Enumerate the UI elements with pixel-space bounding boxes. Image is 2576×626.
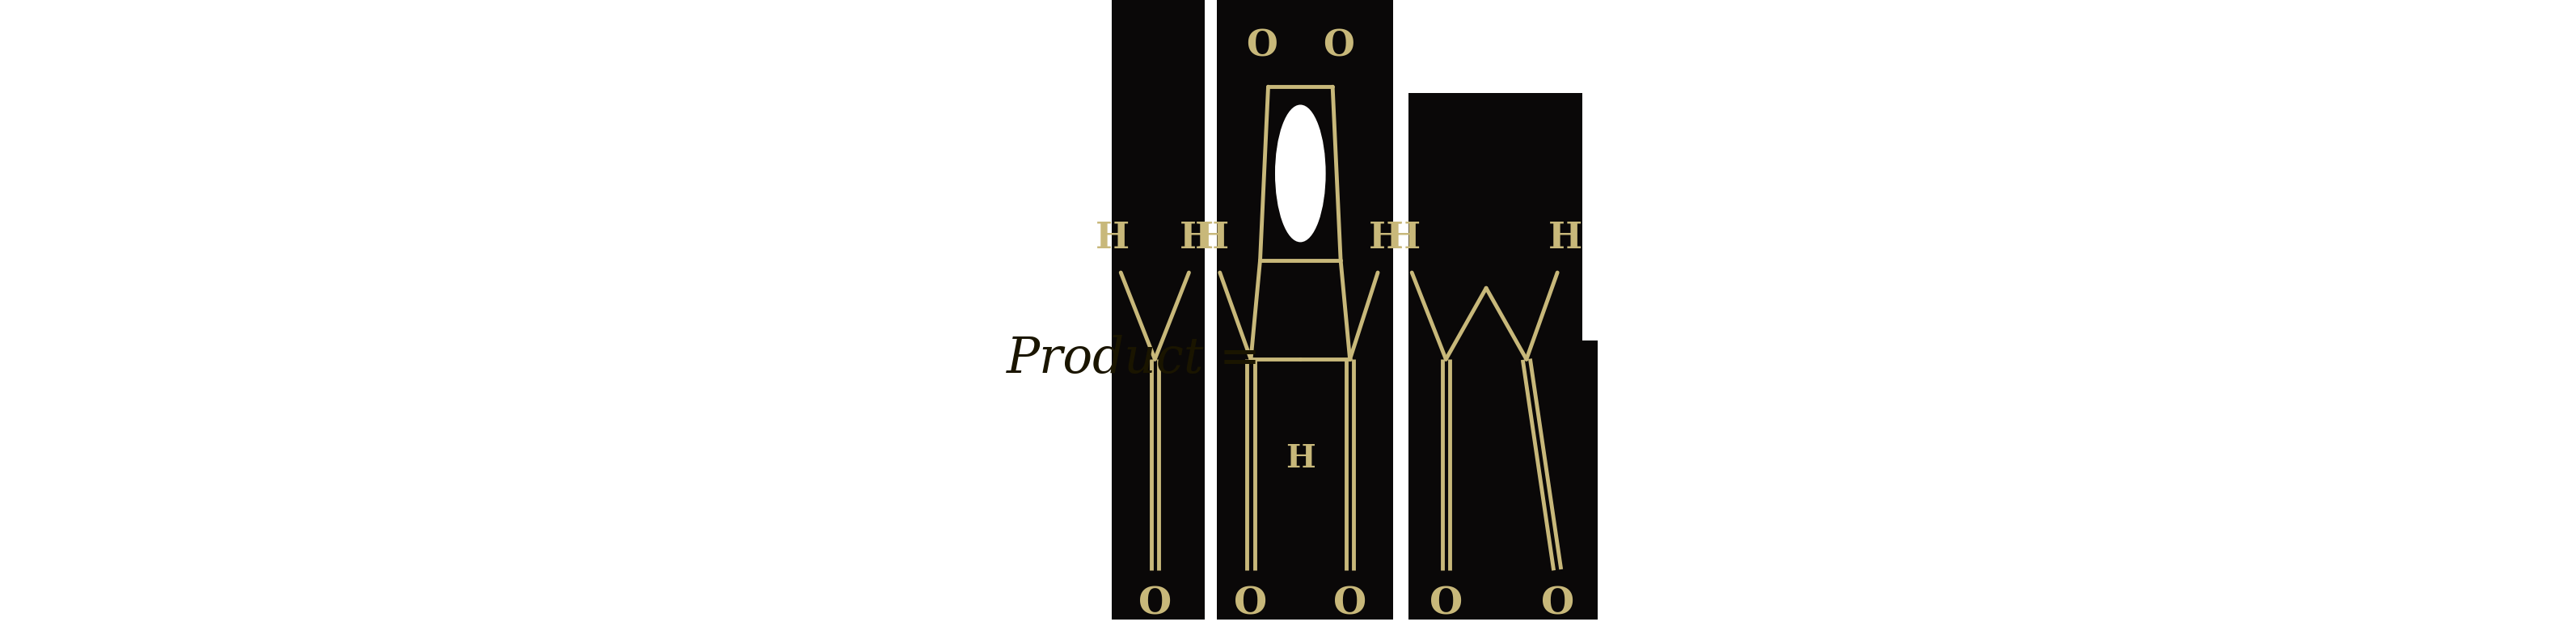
Text: H: H [1368, 221, 1404, 256]
Text: H: H [1095, 221, 1131, 256]
Text: O: O [1430, 585, 1463, 623]
Text: O: O [1139, 585, 1172, 623]
Text: O: O [1247, 29, 1278, 64]
Bar [1409, 93, 1582, 620]
Text: H: H [1195, 221, 1229, 256]
Text: H: H [1386, 221, 1422, 256]
Text: H: H [1548, 221, 1582, 256]
Bar [1110, 0, 1206, 620]
Text: O: O [1540, 585, 1574, 623]
Ellipse shape [1275, 105, 1324, 242]
Bar [1574, 341, 1597, 620]
Text: O: O [1324, 29, 1355, 64]
Text: O: O [1234, 585, 1267, 623]
Text: Product =: Product = [1007, 335, 1262, 384]
Text: H: H [1180, 221, 1213, 256]
Text: H: H [1285, 443, 1316, 474]
Text: O: O [1334, 585, 1365, 623]
Bar [1216, 0, 1394, 620]
